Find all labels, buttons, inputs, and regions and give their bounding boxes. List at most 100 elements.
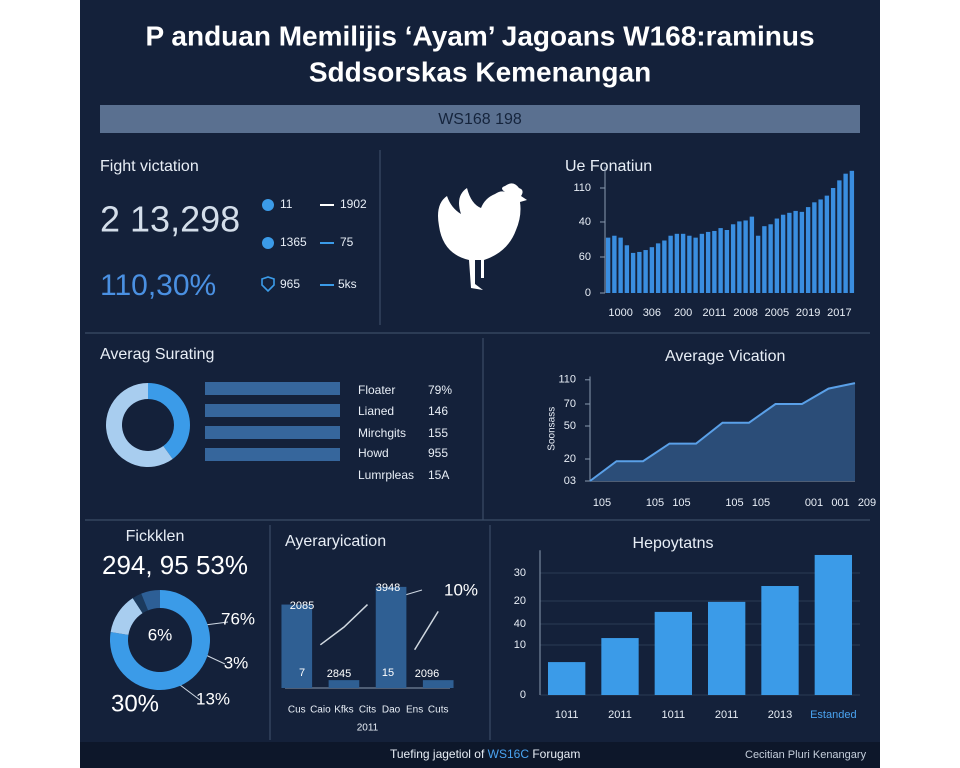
row-bar: [205, 426, 340, 439]
x-tick-label: Caio: [310, 705, 331, 716]
chicken-icon: [438, 183, 527, 290]
annotation: 10%: [444, 580, 478, 599]
bar: [843, 173, 848, 293]
bar: [422, 680, 454, 688]
legend-dot: [262, 199, 274, 211]
title: Sddsorskas Kemenangan: [309, 56, 651, 87]
bar: [774, 218, 780, 293]
x-tick-label: 1011: [662, 709, 686, 721]
bar: [718, 228, 723, 293]
bar: [680, 233, 686, 293]
bar: [624, 245, 630, 293]
chart-title: Average Vication: [665, 348, 785, 365]
x-tick-label: Estanded: [810, 709, 856, 721]
footer-band: [80, 742, 880, 768]
leader-line: [404, 589, 423, 596]
bar: [699, 233, 705, 293]
bar: [668, 235, 673, 293]
pie-slice: [148, 383, 190, 459]
bar: [830, 188, 836, 293]
data-label: 76%: [221, 609, 255, 628]
x-tick-label: 105: [752, 497, 770, 509]
x-tick-label: 105: [646, 497, 664, 509]
bar: [712, 230, 717, 293]
chart-title: Hepoytatns: [633, 535, 714, 552]
x-tick-label: Dao: [382, 705, 401, 716]
panel-title: Fight victation: [100, 158, 199, 175]
y-tick-label: 20: [514, 595, 526, 607]
bar: [693, 237, 698, 293]
bar: [743, 220, 748, 293]
legend-icon: [261, 276, 275, 293]
bar: [328, 680, 360, 688]
x-tick-label: 001: [831, 497, 849, 509]
pie-slice: [110, 598, 143, 635]
bar: [799, 211, 805, 293]
annotation: 7: [299, 667, 305, 679]
bar: [812, 202, 817, 293]
y-tick-label: 60: [579, 251, 591, 263]
legend-value: 75: [340, 235, 354, 249]
bar: [605, 237, 611, 293]
legend-label: 1365: [280, 235, 307, 249]
row-bar: [205, 404, 340, 417]
bar: [705, 231, 711, 293]
footer-part: Forugam: [532, 747, 580, 761]
x-tick-label: 2013: [768, 709, 792, 721]
y-axis-label: Soonsass: [547, 407, 558, 451]
footer-highlight: WS16C: [488, 747, 530, 761]
footer-part: Tuefing jagetiol of: [390, 747, 485, 761]
y-tick-label: 0: [585, 287, 591, 299]
x-tick-label: 200: [674, 307, 692, 319]
bar: [805, 207, 811, 293]
x-tick-label: Cus: [288, 705, 306, 716]
legend-value: 5ks: [338, 277, 357, 291]
pie-slice: [105, 383, 173, 467]
legend-label: 965: [280, 277, 300, 291]
x-tick-label: 2017: [827, 307, 851, 319]
chart-title: Ayeraryication: [285, 533, 386, 550]
pie-slice: [110, 590, 211, 690]
leader-line: [179, 684, 201, 701]
footer-text: Tuefing jagetiol of WS16C Forugam: [390, 747, 580, 761]
y-tick-label: 40: [514, 618, 526, 630]
x-axis-label: 2011: [357, 723, 379, 734]
y-tick-label: 70: [564, 398, 576, 410]
row-label: Lianed: [358, 404, 394, 418]
line: [319, 604, 369, 646]
annotation: 15: [382, 667, 394, 679]
row-value: 15A: [428, 468, 449, 482]
legend-dot: [262, 237, 274, 249]
x-tick-label: Cuts: [428, 705, 449, 716]
bar: [824, 195, 830, 293]
bar: [837, 180, 842, 293]
row-value: 79%: [428, 383, 452, 397]
bar: [762, 226, 767, 293]
pie-slice: [132, 593, 148, 614]
bar: [749, 216, 755, 293]
area-line: [589, 382, 856, 482]
bar: [654, 611, 692, 695]
bar: [281, 604, 313, 688]
bar: [649, 247, 655, 293]
bar: [737, 221, 742, 293]
bar: [761, 586, 799, 695]
x-tick-label: 105: [725, 497, 743, 509]
chart-subtitle: 294, 95 53%: [102, 550, 248, 580]
bar: [755, 235, 761, 293]
data-label: 6%: [148, 625, 173, 644]
area: [590, 383, 855, 481]
banner: [100, 105, 860, 133]
x-tick-label: 2011: [703, 307, 727, 319]
annotation: 30%: [111, 690, 159, 717]
y-tick-label: 03: [564, 475, 576, 487]
row-label: Lumrpleas: [358, 468, 414, 482]
pie-slice: [141, 590, 160, 611]
bar: [643, 250, 648, 293]
x-tick-label: 105: [593, 497, 611, 509]
bar: [655, 243, 661, 293]
bar: [787, 212, 792, 293]
bar: [548, 662, 586, 695]
bar: [618, 237, 623, 293]
